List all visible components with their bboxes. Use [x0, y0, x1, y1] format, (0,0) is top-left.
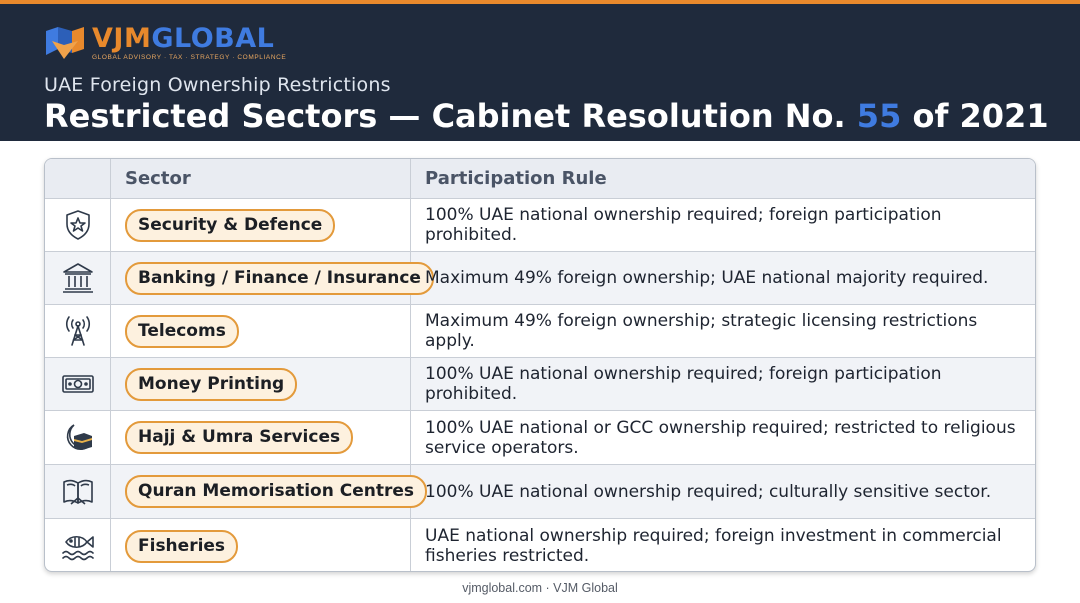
footer-credit: vjmglobal.com · VJM Global: [462, 581, 618, 595]
table-row: Fisheries UAE national ownership require…: [45, 519, 1035, 571]
sector-pill: Banking / Finance / Insurance: [125, 261, 434, 295]
fish-waves-icon: [61, 535, 94, 561]
table-row: Money Printing 100% UAE national ownersh…: [45, 358, 1035, 411]
sector-pill: Money Printing: [125, 367, 298, 401]
vjm-logo-icon: [46, 27, 84, 59]
kaaba-crescent-icon: [66, 423, 92, 450]
bank-building-icon: [62, 263, 93, 293]
radio-tower-icon: [65, 316, 90, 346]
rule-text: 100% UAE national ownership required; fo…: [425, 205, 942, 245]
rule-text: 100% UAE national ownership required; fo…: [425, 364, 942, 404]
table-row: Security & Defence 100% UAE national own…: [45, 199, 1035, 252]
header-banner: VJMGLOBAL GLOBAL ADVISORY · TAX · STRATE…: [0, 0, 1080, 141]
sector-pill: Security & Defence: [125, 208, 336, 242]
rule-text: 100% UAE national ownership required; cu…: [425, 481, 992, 502]
resolution-number: 55: [856, 97, 902, 135]
open-book-icon: [62, 479, 93, 505]
sector-pill: Telecoms: [125, 314, 239, 348]
rule-text: UAE national ownership required; foreign…: [425, 526, 1002, 566]
rule-text: Maximum 49% foreign ownership; UAE natio…: [425, 268, 989, 288]
table-row: Hajj & Umra Services 100% UAE national o…: [45, 411, 1035, 465]
page-subtitle: UAE Foreign Ownership Restrictions: [44, 74, 391, 96]
column-header-rule: Participation Rule: [425, 168, 607, 189]
shield-star-icon: [65, 210, 90, 240]
sector-pill: Hajj & Umra Services: [125, 421, 354, 454]
sector-pill: Quran Memorisation Centres: [125, 475, 427, 508]
banknote-icon: [61, 375, 94, 393]
table-row: Telecoms Maximum 49% foreign ownership; …: [45, 305, 1035, 358]
restricted-sectors-table: Sector Participation Rule Security & Def…: [44, 158, 1036, 572]
table-row: Banking / Finance / Insurance Maximum 49…: [45, 252, 1035, 305]
table-header-row: Sector Participation Rule: [45, 159, 1035, 199]
sector-pill: Fisheries: [125, 529, 239, 563]
brand-name: VJMGLOBAL: [92, 23, 275, 54]
column-header-sector: Sector: [111, 159, 411, 198]
brand-logo: VJMGLOBAL GLOBAL ADVISORY · TAX · STRATE…: [44, 23, 286, 63]
page-title: Restricted Sectors — Cabinet Resolution …: [44, 97, 1049, 135]
rule-text: Maximum 49% foreign ownership; strategic…: [425, 311, 978, 351]
brand-tagline: GLOBAL ADVISORY · TAX · STRATEGY · COMPL…: [92, 54, 287, 61]
table-row: Quran Memorisation Centres 100% UAE nati…: [45, 465, 1035, 519]
column-header-icon: [45, 159, 111, 198]
rule-text: 100% UAE national or GCC ownership requi…: [425, 417, 1016, 458]
